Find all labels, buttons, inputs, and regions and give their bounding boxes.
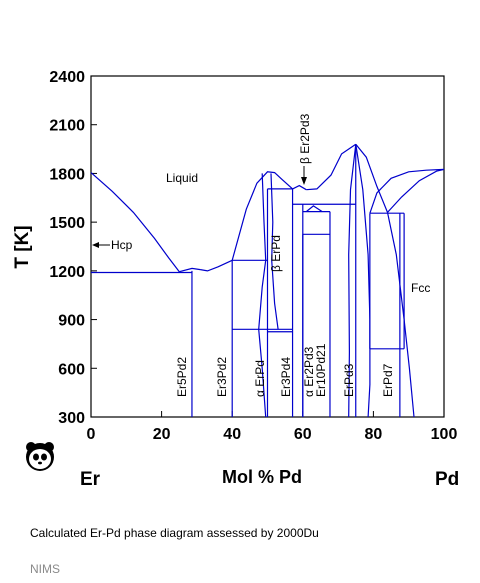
source-credit: NIMS — [30, 562, 60, 576]
boundary-er2pd3-dome — [305, 205, 323, 213]
y-tick-label: 900 — [58, 313, 85, 330]
x-tick-label: 80 — [365, 426, 383, 443]
annotation-beta-er2pd3-arrowhead — [301, 177, 307, 185]
annotation-beta-er2pd3: β Er2Pd3 — [298, 113, 312, 164]
boundary-solvus-erpd3-left — [348, 144, 357, 418]
x-tick-label: 40 — [223, 426, 241, 443]
boundary-liquidus-er5pd2 — [179, 267, 201, 273]
annotation-hcp: Hcp — [111, 238, 133, 252]
compound-label-erpd3: ErPd3 — [342, 363, 356, 397]
boundary-liquidus-left — [90, 172, 180, 273]
boundary-liquidus-erpd3-right — [355, 143, 389, 213]
boundary-liquidus-erpd-left — [231, 171, 293, 261]
boundary-liquidus-erpd3-left — [306, 143, 357, 191]
x-tick-label: 0 — [87, 426, 96, 443]
x-tick-label: 20 — [153, 426, 171, 443]
compound-label-alpha-er2pd3: α Er2Pd3 — [302, 346, 316, 397]
y-tick-label: 600 — [58, 361, 85, 378]
x-end-left: Er — [80, 469, 101, 490]
panda-logo-icon — [26, 442, 54, 471]
axis-ticks: 0 20 40 60 80 100 300 600 900 1200 1500 1800 2100 240… — [49, 69, 457, 443]
y-tick-label: 1200 — [49, 264, 85, 281]
boundary-liquidus-erpd-hump — [292, 184, 307, 191]
y-axis-title: T [K] — [12, 225, 33, 268]
y-tick-label: 300 — [58, 410, 85, 427]
compound-label-er3pd2: Er3Pd2 — [215, 357, 229, 397]
compound-label-alpha-erpd: α ErPd — [253, 360, 267, 397]
y-tick-label: 2400 — [49, 69, 85, 86]
compound-label-er5pd2: Er5Pd2 — [175, 357, 189, 397]
boundary-solvus-erpd3-right — [355, 144, 371, 418]
boundary-liquidus-fcc — [387, 168, 445, 213]
boundary-solidus-fcc — [369, 168, 445, 214]
compound-label-er3pd4: Er3Pd4 — [279, 357, 293, 397]
y-tick-label: 2100 — [49, 118, 85, 135]
phase-boundaries — [90, 143, 445, 418]
boundary-erpd-bottom — [258, 329, 267, 418]
boundary-liquidus-er3pd2 — [200, 259, 233, 272]
figure-caption: Calculated Er-Pd phase diagram assessed … — [30, 526, 319, 540]
x-axis-title: Mol % Pd — [222, 467, 302, 487]
region-label-liquid: Liquid — [166, 171, 198, 185]
x-tick-label: 60 — [294, 426, 312, 443]
boundary-erpd-left — [258, 173, 267, 330]
compound-label-erpd7: ErPd7 — [381, 363, 395, 397]
compound-label-er10pd21: Er10Pd21 — [314, 343, 328, 397]
y-tick-label: 1500 — [49, 215, 85, 232]
annotation-hcp-arrowhead — [92, 242, 99, 248]
compound-label-beta-erpd: β ErPd — [269, 235, 283, 272]
region-label-fcc: Fcc — [411, 281, 430, 295]
x-end-right: Pd — [435, 469, 459, 490]
boundary-erpd-right — [270, 173, 279, 330]
x-tick-label: 100 — [431, 426, 458, 443]
y-tick-label: 1800 — [49, 166, 85, 183]
